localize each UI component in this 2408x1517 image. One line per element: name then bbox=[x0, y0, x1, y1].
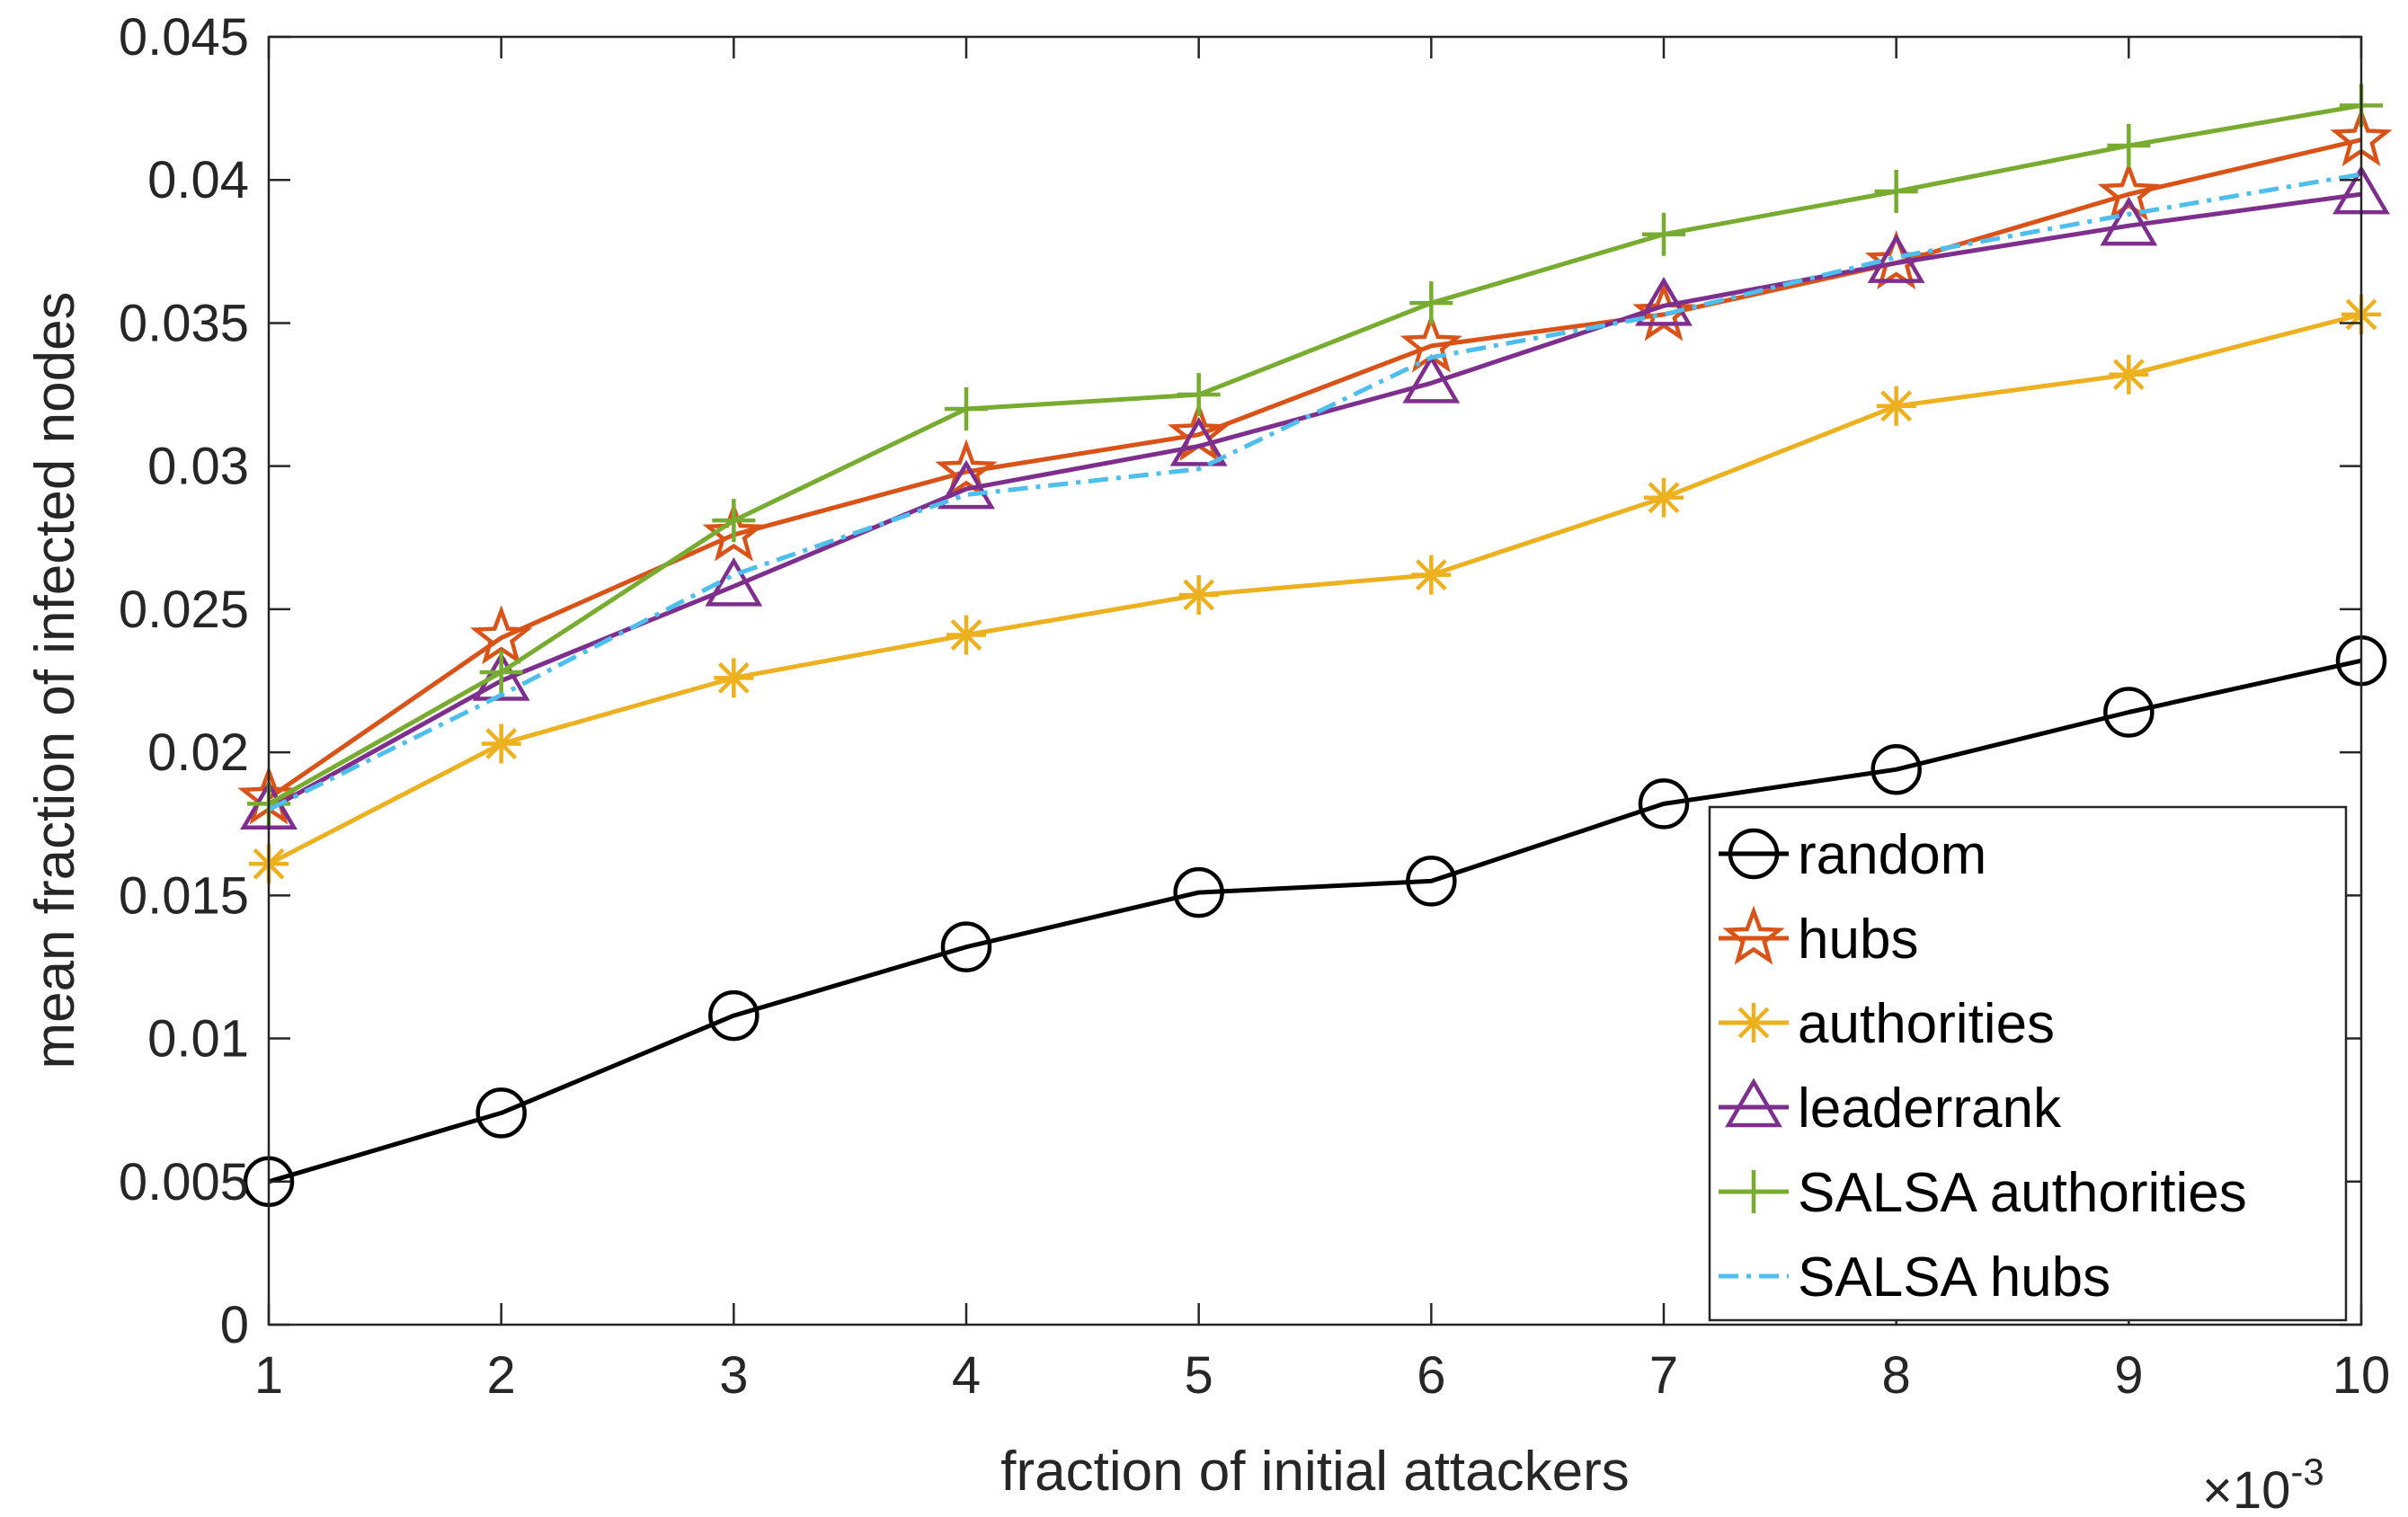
y-tick-label: 0.01 bbox=[147, 1010, 249, 1069]
data-point bbox=[2097, 161, 2161, 221]
axes-box bbox=[267, 35, 2363, 1326]
data-point bbox=[1411, 554, 1452, 595]
x-tick-label: 1 bbox=[254, 1346, 283, 1405]
x-tick-label: 10 bbox=[2332, 1346, 2391, 1405]
x-tick-label: 2 bbox=[487, 1346, 516, 1405]
data-point bbox=[1173, 866, 1224, 918]
y-tick-label: 0.005 bbox=[119, 1153, 249, 1211]
legend-label: random bbox=[1798, 824, 1986, 886]
data-point bbox=[1642, 212, 1685, 256]
series-random bbox=[243, 634, 2387, 1208]
legend-box bbox=[1708, 805, 2348, 1322]
series-line bbox=[267, 138, 2362, 801]
legend-entry: random bbox=[1719, 824, 1986, 886]
y-axis-label: mean fraction of infected nodes bbox=[24, 291, 86, 1069]
data-point bbox=[1178, 574, 1219, 615]
data-point bbox=[940, 921, 992, 972]
data-point bbox=[469, 605, 533, 665]
data-point bbox=[1644, 477, 1684, 518]
legend-entry: authorities bbox=[1719, 993, 2055, 1055]
data-point bbox=[481, 723, 521, 764]
legend-entry: leaderrank bbox=[1719, 1078, 2062, 1140]
y-tick-label: 0.015 bbox=[119, 866, 249, 925]
data-point bbox=[1876, 386, 1916, 426]
data-point bbox=[479, 650, 523, 694]
legend-marker bbox=[1728, 828, 1780, 880]
data-point bbox=[945, 386, 988, 430]
data-point bbox=[1409, 281, 1453, 325]
legend-marker bbox=[1732, 1170, 1775, 1213]
series-line bbox=[267, 312, 2362, 866]
legend-entries: random hubs authorities leaderrank SALSA aut… bbox=[1719, 824, 2247, 1309]
legend-label: leaderrank bbox=[1798, 1078, 2062, 1140]
series-line bbox=[267, 191, 2362, 812]
data-point bbox=[1169, 416, 1228, 466]
data-point bbox=[2100, 196, 2158, 246]
y-tick-label: 0.035 bbox=[119, 294, 249, 352]
data-point bbox=[714, 658, 754, 698]
legend-label: SALSA hubs bbox=[1798, 1246, 2110, 1309]
series-layer bbox=[237, 84, 2393, 1208]
y-tick-label: 0 bbox=[220, 1296, 249, 1354]
series-line bbox=[268, 658, 2362, 1184]
data-point bbox=[712, 499, 756, 543]
legend: random hubs authorities leaderrank SALSA aut… bbox=[1708, 805, 2348, 1322]
x-tick-label: 4 bbox=[952, 1346, 981, 1405]
data-point bbox=[946, 615, 986, 655]
data-point bbox=[937, 459, 995, 510]
data-point bbox=[475, 1087, 527, 1139]
data-point bbox=[1406, 856, 1457, 907]
legend-marker bbox=[1734, 1003, 1773, 1042]
data-point bbox=[708, 989, 760, 1042]
x-tick-label: 3 bbox=[719, 1346, 748, 1405]
legend-label: SALSA authorities bbox=[1798, 1162, 2247, 1224]
x-axis-multiplier-base: ×10 bbox=[2202, 1461, 2290, 1517]
legend-marker bbox=[1725, 1078, 1782, 1128]
legend-entry: SALSA authorities bbox=[1719, 1162, 2247, 1224]
data-point bbox=[1402, 353, 1461, 404]
x-tick-label: 8 bbox=[1882, 1346, 1911, 1405]
y-tick-label: 0.045 bbox=[119, 8, 249, 67]
y-tick-label: 0.02 bbox=[147, 723, 249, 782]
x-axis-label: fraction of initial attackers bbox=[1000, 1441, 1630, 1503]
legend-entry: hubs bbox=[1719, 905, 1918, 971]
legend-label: authorities bbox=[1798, 993, 2055, 1055]
legend-marker bbox=[1722, 905, 1785, 965]
data-point bbox=[1874, 169, 1918, 213]
data-point bbox=[1177, 373, 1221, 417]
data-point bbox=[2109, 354, 2149, 395]
y-tick-label: 0.025 bbox=[119, 581, 249, 639]
data-point bbox=[935, 439, 998, 499]
data-point bbox=[1635, 276, 1693, 326]
data-point bbox=[705, 556, 763, 607]
data-point bbox=[1638, 778, 1690, 829]
legend-entry: SALSA hubs bbox=[1719, 1246, 2110, 1309]
x-tick-label: 5 bbox=[1185, 1346, 1213, 1405]
x-tick-label: 6 bbox=[1417, 1346, 1445, 1405]
legend-label: hubs bbox=[1798, 909, 1918, 971]
x-axis-multiplier: ×10-3 bbox=[2202, 1450, 2324, 1517]
data-point bbox=[2107, 124, 2151, 168]
data-point bbox=[2103, 687, 2155, 738]
series-line bbox=[267, 102, 2362, 806]
y-tick-label: 0.04 bbox=[147, 151, 249, 209]
tick-layer: 1 2 3 4 5 6 7 8 9 10 0 0.005 0.01 0.015 0.02 0.025 0.03 0… bbox=[119, 8, 2390, 1405]
x-tick-label: 9 bbox=[2114, 1346, 2143, 1405]
data-point bbox=[702, 501, 766, 562]
x-axis-multiplier-exponent: -3 bbox=[2290, 1450, 2324, 1493]
x-tick-label: 7 bbox=[1649, 1346, 1678, 1405]
y-tick-label: 0.03 bbox=[147, 438, 249, 496]
data-point bbox=[1867, 234, 1925, 283]
data-point bbox=[1870, 743, 1922, 795]
